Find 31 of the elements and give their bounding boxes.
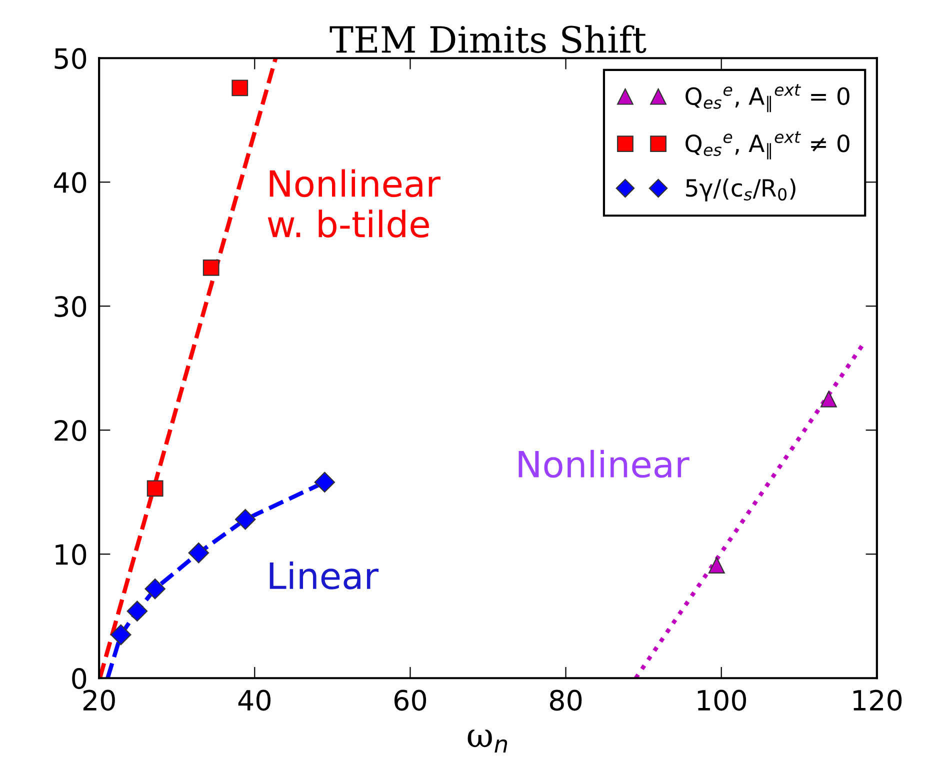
x-tick-label: 60: [394, 690, 426, 711]
annotation: Linear: [270, 561, 379, 590]
legend-label: Q$_{es}$$^{e}$, A$_{∥}$$^{ext}$ ≠ 0: [686, 131, 850, 160]
point: [202, 259, 220, 276]
x-tick-label: 100: [698, 690, 746, 711]
point: [232, 80, 248, 96]
point: [146, 480, 164, 497]
y-tick-label: 10: [56, 544, 86, 566]
point: [126, 600, 148, 622]
legend-label: 5γ/(c$_{s}$/R$_{0}$): [686, 178, 796, 202]
annotation: Nonlinear: [518, 450, 690, 478]
y-tick-label: 50: [54, 48, 86, 70]
x-axis-title: ω$_{n}$: [468, 730, 508, 752]
point: [144, 578, 166, 600]
chart-title: TEM Dimits Shift: [330, 25, 646, 54]
y-tick-label: 20: [54, 420, 86, 442]
x-tick-label: 120: [853, 690, 902, 711]
point: [708, 557, 725, 574]
annotation: Nonlinear w. b-tilde: [268, 169, 440, 238]
y-tick-label: 30: [54, 296, 86, 318]
x-tick-label: 40: [238, 690, 270, 711]
point: [110, 624, 132, 646]
x-tick-label: 80: [550, 690, 582, 711]
x-tick-label: 20: [83, 690, 115, 711]
legend-label: Q$_{es}$$^{e}$, A$_{∥}$$^{ext}$ = 0: [686, 84, 850, 112]
y-tick-label: 40: [54, 172, 86, 194]
point: [314, 472, 336, 493]
point: [820, 390, 837, 408]
point: [188, 542, 210, 564]
point: [234, 509, 256, 530]
y-tick-label: 0: [72, 668, 86, 690]
